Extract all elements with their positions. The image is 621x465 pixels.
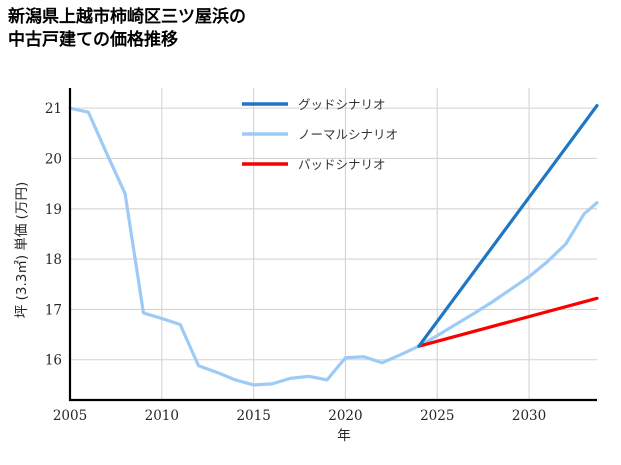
chart-title: 新潟県上越市柿崎区三ツ屋浜の 中古戸建ての価格推移 — [8, 6, 608, 52]
chart-title-line-1: 新潟県上越市柿崎区三ツ屋浜の — [8, 7, 246, 27]
y-axis-title: 坪 (3.3㎡) 単価 (万円) — [14, 182, 30, 318]
y-tick-label: 20 — [45, 151, 62, 167]
series-line-normal — [68, 106, 599, 387]
x-axis-tick-labels: 2005 2010 2015 2020 2025 2030 — [53, 408, 546, 424]
x-tick-label: 2005 — [53, 408, 87, 424]
x-tick-label: 2025 — [420, 408, 454, 424]
legend-label: グッドシナリオ — [298, 97, 386, 112]
series-lines — [68, 104, 599, 387]
y-tick-label: 17 — [45, 302, 62, 318]
x-tick-label: 2030 — [512, 408, 546, 424]
gridlines — [69, 88, 597, 400]
y-tick-label: 19 — [45, 202, 62, 218]
x-tick-label: 2010 — [145, 408, 179, 424]
series-line-bad — [417, 296, 599, 348]
y-tick-label: 21 — [45, 101, 62, 117]
x-tick-label: 2015 — [236, 408, 270, 424]
y-tick-label: 18 — [45, 252, 62, 268]
axis-spines — [68, 88, 597, 402]
legend-label: バッドシナリオ — [298, 157, 386, 172]
chart-title-line-2: 中古戸建ての価格推移 — [8, 29, 178, 50]
legend-label: ノーマルシナリオ — [298, 127, 398, 142]
series-line-good — [417, 104, 599, 348]
y-axis-tick-labels: 16 17 18 19 20 21 — [45, 101, 62, 369]
y-tick-label: 16 — [45, 353, 62, 369]
x-axis-title: 年 — [337, 428, 351, 444]
x-tick-label: 2020 — [328, 408, 362, 424]
